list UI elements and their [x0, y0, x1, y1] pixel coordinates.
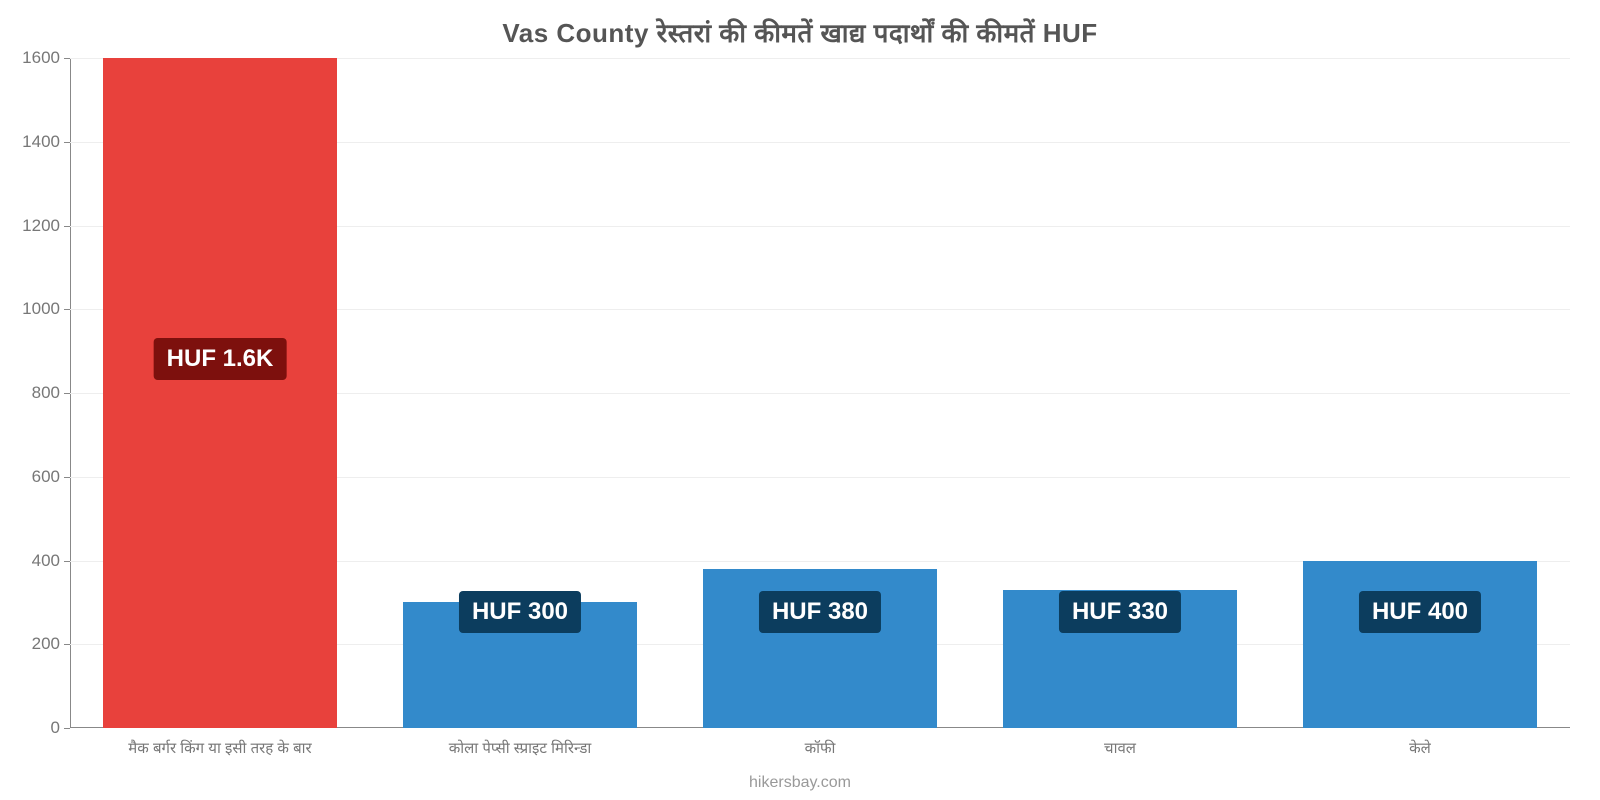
ytick-label: 1400 — [22, 132, 60, 152]
bar — [1303, 561, 1537, 729]
ytick-label: 600 — [32, 467, 60, 487]
x-axis-label: कोला पेप्सी स्प्राइट मिरिन्डा — [449, 738, 592, 758]
ytick-mark — [64, 58, 70, 59]
ytick-label: 0 — [51, 718, 60, 738]
ytick-mark — [64, 393, 70, 394]
ytick-label: 1200 — [22, 216, 60, 236]
value-badge: HUF 330 — [1059, 591, 1181, 633]
plot-area: 02004006008001000120014001600मैक बर्गर क… — [70, 58, 1570, 728]
ytick-label: 800 — [32, 383, 60, 403]
x-axis-label: केले — [1409, 738, 1431, 758]
ytick-mark — [64, 309, 70, 310]
ytick-label: 400 — [32, 551, 60, 571]
value-badge: HUF 380 — [759, 591, 881, 633]
ytick-label: 1600 — [22, 48, 60, 68]
ytick-mark — [64, 226, 70, 227]
chart-title: Vas County रेस्तरां की कीमतें खाद्य पदार… — [0, 14, 1600, 50]
ytick-label: 1000 — [22, 299, 60, 319]
chart-container: Vas County रेस्तरां की कीमतें खाद्य पदार… — [0, 0, 1600, 800]
ytick-mark — [64, 728, 70, 729]
ytick-label: 200 — [32, 634, 60, 654]
x-axis-label: मैक बर्गर किंग या इसी तरह के बार — [128, 738, 311, 758]
chart-footer: hikersbay.com — [0, 774, 1600, 792]
x-axis-label: चावल — [1104, 738, 1136, 758]
ytick-mark — [64, 561, 70, 562]
ytick-mark — [64, 644, 70, 645]
value-badge: HUF 400 — [1359, 591, 1481, 633]
value-badge: HUF 1.6K — [154, 338, 287, 380]
ytick-mark — [64, 477, 70, 478]
ytick-mark — [64, 142, 70, 143]
x-axis-label: कॉफी — [805, 738, 836, 758]
value-badge: HUF 300 — [459, 591, 581, 633]
bar — [103, 58, 337, 728]
